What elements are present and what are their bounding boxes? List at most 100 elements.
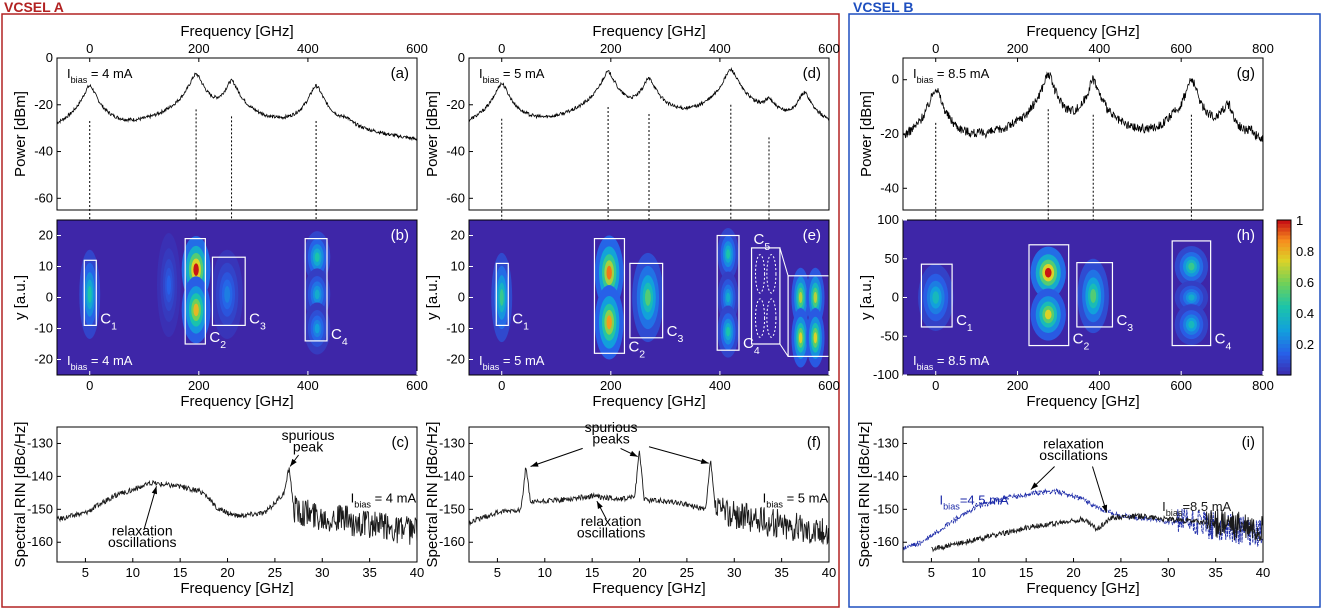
colorbar-segment bbox=[1277, 359, 1291, 364]
mode-box bbox=[1171, 240, 1212, 347]
colorbar-frame bbox=[1276, 219, 1292, 376]
rin-series-line bbox=[57, 467, 417, 545]
mode-intensity-blob bbox=[932, 291, 940, 304]
x-axis-label: Frequency [GHz] bbox=[592, 23, 705, 40]
y-tick-label: -40 bbox=[34, 144, 53, 159]
annotation-text: spurious bbox=[282, 427, 335, 443]
y-tick-label: 10 bbox=[39, 259, 53, 274]
heatmap-blobs-h bbox=[918, 246, 1209, 346]
mode-outline-ellipse bbox=[766, 298, 777, 338]
annotation-text: relaxation bbox=[112, 523, 173, 539]
x-axis-label: Frequency [GHz] bbox=[180, 393, 293, 410]
x-tick-label: 0 bbox=[932, 378, 939, 393]
annotation-text: peaks bbox=[592, 430, 629, 446]
y-tick-label: 0 bbox=[46, 290, 53, 305]
colorbar-segment bbox=[1277, 305, 1291, 310]
colorbar-segment bbox=[1277, 247, 1291, 252]
rin-series-line bbox=[903, 487, 1263, 551]
mode-intensity-blob bbox=[1044, 267, 1052, 278]
x-tick-label: 25 bbox=[1114, 565, 1128, 580]
y-tick-label: -20 bbox=[446, 97, 465, 112]
y-tick-label: -130 bbox=[439, 435, 465, 450]
y-tick-label: 20 bbox=[39, 228, 53, 243]
y-axis-label: y [a.u.] bbox=[12, 275, 29, 320]
x-tick-label: 400 bbox=[1089, 41, 1111, 56]
mode-box bbox=[750, 247, 781, 345]
y-tick-label: 10 bbox=[451, 259, 465, 274]
colorbar-segment bbox=[1277, 340, 1291, 345]
x-tick-label: 600 bbox=[1170, 378, 1192, 393]
colorbar-segment bbox=[1277, 251, 1291, 256]
colorbar-segment bbox=[1277, 254, 1291, 260]
x-tick-label: 30 bbox=[315, 565, 329, 580]
colorbar-segment bbox=[1277, 344, 1291, 349]
mode-intensity-blob bbox=[314, 323, 320, 334]
x-tick-label: 200 bbox=[1007, 378, 1029, 393]
mode-intensity-blob bbox=[813, 291, 818, 304]
colorbar-tick-label: 0.6 bbox=[1296, 275, 1314, 290]
colorbar-segment bbox=[1277, 367, 1291, 372]
y-tick-label: -140 bbox=[873, 468, 899, 483]
plot-frame-c bbox=[56, 426, 418, 563]
x-tick-label: 20 bbox=[632, 565, 646, 580]
colorbar-tick-label: 0.4 bbox=[1296, 306, 1314, 321]
mode-intensity-blob bbox=[193, 303, 199, 317]
y-tick-label: 0 bbox=[892, 290, 899, 305]
mode-intensity-blob bbox=[87, 286, 92, 303]
mode-intensity-blob bbox=[193, 263, 199, 276]
mode-outline-ellipse bbox=[755, 254, 766, 294]
colorbar-segment bbox=[1277, 270, 1291, 275]
plot-frame-d bbox=[468, 57, 830, 211]
x-tick-label: 200 bbox=[1007, 41, 1029, 56]
group-label-vcsel-b: VCSEL B bbox=[853, 0, 913, 15]
colorbar-segment bbox=[1277, 282, 1291, 287]
annotation-text: oscillations bbox=[577, 524, 645, 540]
x-tick-label: 10 bbox=[972, 565, 986, 580]
mode-box bbox=[716, 234, 740, 351]
y-tick-label: -160 bbox=[439, 534, 465, 549]
x-axis-label: Frequency [GHz] bbox=[1026, 393, 1139, 410]
colorbar-segment bbox=[1277, 220, 1291, 225]
bias-annotation: Ibias = 5 mA bbox=[763, 491, 829, 510]
y-tick-label: 0 bbox=[458, 50, 465, 65]
y-tick-label: -160 bbox=[27, 534, 53, 549]
mode-intensity-blob bbox=[726, 292, 731, 303]
x-tick-label: 0 bbox=[86, 41, 93, 56]
colorbar-segment bbox=[1277, 328, 1291, 333]
mode-intensity-blob bbox=[798, 291, 803, 304]
x-tick-label: 30 bbox=[727, 565, 741, 580]
mode-box bbox=[184, 238, 206, 345]
annotation-text: oscillations bbox=[1039, 447, 1107, 463]
x-tick-label: 200 bbox=[600, 41, 622, 56]
panel-label: (a) bbox=[391, 65, 409, 82]
x-tick-label: 15 bbox=[1019, 565, 1033, 580]
colorbar-segment bbox=[1277, 347, 1291, 353]
colorbar-segment bbox=[1277, 351, 1291, 357]
annotation-arrow-head bbox=[629, 450, 638, 457]
x-tick-label: 0 bbox=[498, 41, 505, 56]
colorbar-segment bbox=[1277, 363, 1291, 368]
panel-label: (g) bbox=[1237, 65, 1255, 82]
y-tick-label: 20 bbox=[451, 228, 465, 243]
mode-intensity-blob bbox=[644, 289, 651, 306]
x-tick-label: 800 bbox=[1252, 378, 1274, 393]
x-tick-label: 600 bbox=[406, 41, 428, 56]
mode-intensity-blob bbox=[798, 332, 803, 344]
y-tick-label: -150 bbox=[873, 501, 899, 516]
bias-annotation: Ibias = 4 mA bbox=[67, 66, 133, 85]
y-axis-label: Spectral RIN [dBc/Hz] bbox=[856, 422, 873, 568]
colorbar-segment bbox=[1277, 266, 1291, 271]
colorbar-segment bbox=[1277, 235, 1291, 240]
panel-label: (f) bbox=[807, 434, 821, 451]
y-tick-label: -140 bbox=[439, 468, 465, 483]
group-frame-vcsel-b bbox=[848, 13, 1321, 608]
colorbar-segment bbox=[1277, 239, 1291, 244]
mode-box bbox=[593, 238, 626, 354]
colorbar-segment bbox=[1277, 274, 1291, 279]
mode-box bbox=[495, 262, 509, 326]
colorbar-tick-label: 1 bbox=[1296, 213, 1303, 228]
x-tick-label: 10 bbox=[126, 565, 140, 580]
mode-intensity-blob bbox=[606, 315, 612, 330]
colorbar-segment bbox=[1277, 262, 1291, 268]
